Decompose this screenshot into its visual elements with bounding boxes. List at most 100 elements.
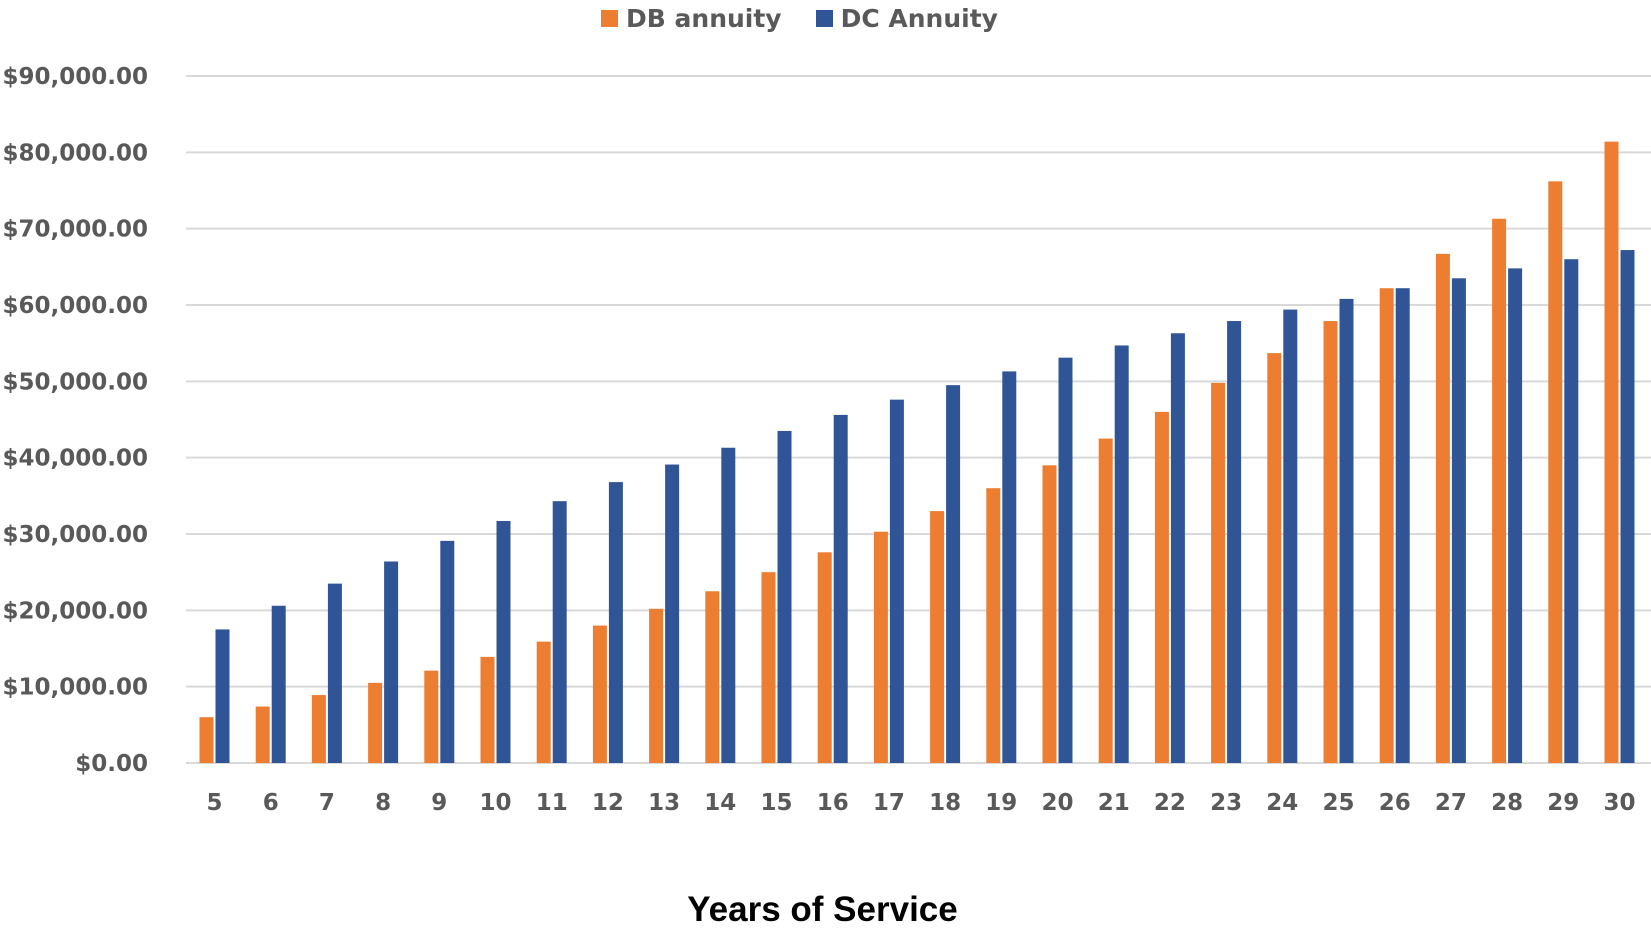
x-tick-label: 6: [263, 790, 279, 816]
bar-db-annuity: [873, 531, 888, 763]
legend-label-db-annuity: DB annuity: [626, 4, 782, 33]
bar-db-annuity: [592, 625, 607, 763]
x-tick-label: 9: [431, 790, 447, 816]
bar-db-annuity: [1604, 141, 1619, 763]
y-axis-tick-labels: $0.00 $10,000.00 $20,000.00 $30,000.00 $40,0…: [2, 64, 148, 777]
bar-db-annuity: [1492, 218, 1507, 763]
bar-db-annuity: [368, 682, 383, 763]
x-tick-label: 26: [1379, 790, 1411, 816]
bar-dc-annuity: [215, 629, 230, 763]
bar-dc-annuity: [1339, 298, 1354, 763]
gridlines: [186, 75, 1651, 764]
bar-dc-annuity: [1058, 357, 1073, 763]
x-tick-label: 12: [592, 790, 624, 816]
x-tick-label: 8: [375, 790, 391, 816]
x-tick-label: 18: [929, 790, 961, 816]
y-tick-label: $60,000.00: [2, 293, 148, 319]
x-tick-label: 20: [1041, 790, 1073, 816]
x-tick-label: 27: [1435, 790, 1467, 816]
bar-dc-annuity: [608, 482, 623, 763]
bar-dc-annuity: [1620, 250, 1635, 764]
bar-dc-annuity: [946, 385, 961, 763]
bar-dc-annuity: [496, 521, 511, 763]
x-tick-label: 29: [1547, 790, 1579, 816]
x-axis-title: Years of Service: [687, 890, 958, 929]
bar-dc-annuity: [271, 605, 286, 763]
bar-dc-annuity: [327, 583, 342, 763]
bar-db-annuity: [1098, 438, 1113, 763]
y-tick-label: $70,000.00: [2, 217, 148, 243]
x-tick-label: 30: [1603, 790, 1635, 816]
bar-dc-annuity: [552, 501, 567, 763]
bar-dc-annuity: [889, 399, 904, 763]
bar-dc-annuity: [777, 430, 792, 763]
bar-db-annuity: [817, 552, 832, 763]
y-tick-label: $90,000.00: [2, 64, 148, 90]
legend-swatch-db-annuity: [601, 10, 619, 27]
bar-db-annuity: [1211, 382, 1226, 763]
x-tick-label: 28: [1491, 790, 1523, 816]
x-tick-label: 22: [1154, 790, 1186, 816]
bar-dc-annuity: [1508, 268, 1523, 763]
bar-db-annuity: [1435, 253, 1450, 763]
x-tick-label: 19: [985, 790, 1017, 816]
y-tick-label: $80,000.00: [2, 140, 148, 166]
y-tick-label: $30,000.00: [2, 522, 148, 548]
x-tick-label: 11: [536, 790, 568, 816]
bar-dc-annuity: [1451, 278, 1466, 763]
bar-dc-annuity: [1564, 259, 1579, 763]
x-tick-label: 17: [873, 790, 905, 816]
bar-db-annuity: [649, 608, 664, 763]
x-tick-label: 23: [1210, 790, 1242, 816]
x-tick-label: 7: [319, 790, 335, 816]
bar-dc-annuity: [1395, 288, 1410, 763]
x-tick-label: 14: [704, 790, 736, 816]
bar-db-annuity: [930, 511, 945, 763]
x-tick-label: 15: [760, 790, 792, 816]
bars: [199, 141, 1635, 764]
y-tick-label: $50,000.00: [2, 369, 148, 395]
chart-legend: DB annuity DC Annuity: [0, 4, 1625, 33]
bar-dc-annuity: [665, 464, 680, 763]
bar-db-annuity: [199, 717, 214, 763]
bar-db-annuity: [1154, 411, 1169, 763]
bar-dc-annuity: [440, 540, 455, 763]
x-axis-tick-labels: 5 6 7 8 9 10 11 12 13 14 15 16 17 18 19 20 21 22 23 24 25 26 2…: [206, 790, 1635, 816]
x-tick-label: 13: [648, 790, 680, 816]
y-tick-label: $40,000.00: [2, 446, 148, 472]
legend-swatch-dc-annuity: [815, 10, 833, 27]
bar-db-annuity: [705, 591, 720, 763]
x-tick-label: 16: [817, 790, 849, 816]
bar-db-annuity: [1042, 465, 1057, 763]
bar-db-annuity: [1323, 321, 1338, 763]
bar-dc-annuity: [1227, 321, 1242, 763]
bar-db-annuity: [424, 670, 439, 763]
bar-db-annuity: [1267, 353, 1282, 763]
x-tick-label: 10: [479, 790, 511, 816]
bar-db-annuity: [1379, 288, 1394, 763]
x-tick-label: 5: [206, 790, 222, 816]
x-tick-label: 24: [1266, 790, 1298, 816]
x-tick-label: 21: [1098, 790, 1130, 816]
legend-item-dc-annuity: DC Annuity: [815, 4, 998, 33]
bar-db-annuity: [761, 572, 776, 763]
bar-dc-annuity: [833, 414, 848, 763]
bar-dc-annuity: [1283, 309, 1298, 763]
legend-label-dc-annuity: DC Annuity: [840, 4, 998, 33]
bar-dc-annuity: [384, 561, 399, 763]
bar-db-annuity: [1548, 181, 1563, 764]
y-tick-label: $0.00: [75, 751, 148, 777]
y-tick-label: $10,000.00: [2, 675, 148, 701]
bar-dc-annuity: [1002, 371, 1017, 763]
bar-db-annuity: [986, 488, 1001, 763]
bar-db-annuity: [536, 641, 551, 763]
bar-dc-annuity: [1170, 333, 1185, 763]
bar-db-annuity: [480, 656, 495, 763]
bar-db-annuity: [311, 695, 326, 763]
x-tick-label: 25: [1322, 790, 1354, 816]
bar-dc-annuity: [1114, 345, 1129, 763]
legend-item-db-annuity: DB annuity: [601, 4, 782, 33]
y-tick-label: $20,000.00: [2, 598, 148, 624]
